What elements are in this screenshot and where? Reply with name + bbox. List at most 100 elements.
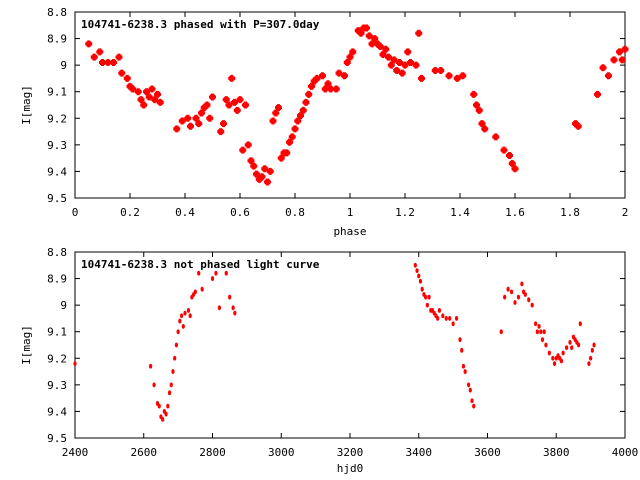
phased-data-point bbox=[143, 88, 150, 96]
phased-data-point bbox=[437, 66, 445, 74]
phased-data-point bbox=[178, 117, 186, 125]
phased-data-point bbox=[349, 48, 357, 56]
unphased-data-point bbox=[454, 316, 459, 321]
phased-data-point bbox=[376, 43, 384, 51]
phased-data-point bbox=[610, 56, 618, 64]
phased-data-point bbox=[357, 29, 365, 37]
phased-y-tick-label: 9 bbox=[60, 59, 67, 72]
phased-data-point bbox=[343, 58, 351, 66]
unphased-data-point bbox=[542, 329, 546, 335]
unphased-x-tick-label: 3400 bbox=[406, 446, 433, 459]
phased-data-point bbox=[431, 66, 439, 74]
phased-data-point bbox=[264, 178, 271, 186]
unphased-data-point bbox=[570, 345, 574, 351]
unphased-data-point bbox=[503, 294, 507, 300]
phased-data-point bbox=[233, 106, 241, 114]
phased-y-axis-label: I[mag] bbox=[20, 85, 33, 125]
unphased-data-point bbox=[516, 294, 521, 300]
phased-x-tick-label: 1.6 bbox=[505, 206, 525, 219]
phased-data-point bbox=[272, 109, 280, 117]
unphased-data-point bbox=[169, 382, 173, 388]
unphased-data-point bbox=[413, 262, 417, 268]
unphased-data-point bbox=[73, 361, 77, 366]
unphased-x-tick-label: 2400 bbox=[62, 446, 89, 459]
unphased-y-tick-label: 8.9 bbox=[47, 273, 67, 286]
phased-data-point bbox=[481, 125, 489, 133]
phased-data-point bbox=[288, 133, 296, 141]
phased-data-point bbox=[206, 114, 214, 122]
phased-data-point bbox=[184, 114, 192, 122]
unphased-data-point bbox=[561, 350, 565, 356]
phased-data-point bbox=[123, 74, 131, 82]
phased-data-point bbox=[269, 117, 277, 125]
phased-data-point bbox=[313, 74, 321, 82]
unphased-data-point bbox=[415, 268, 419, 273]
unphased-data-point bbox=[186, 308, 191, 313]
phased-data-point bbox=[244, 141, 252, 149]
unphased-data-point bbox=[468, 387, 472, 393]
unphased-data-point bbox=[590, 347, 594, 353]
phased-data-point bbox=[396, 58, 403, 66]
unphased-data-point bbox=[472, 403, 476, 409]
phased-data-point bbox=[418, 74, 425, 82]
unphased-x-tick-label: 3200 bbox=[337, 446, 364, 459]
unphased-y-tick-label: 9.2 bbox=[47, 352, 67, 365]
unphased-data-point bbox=[568, 339, 572, 345]
phased-data-point bbox=[308, 82, 315, 90]
unphased-data-point bbox=[444, 316, 448, 321]
unphased-x-tick-label: 2800 bbox=[199, 446, 226, 459]
phased-data-point bbox=[140, 101, 148, 109]
phased-x-tick-label: 0.4 bbox=[175, 206, 195, 219]
phased-data-point bbox=[209, 93, 216, 101]
phased-data-point bbox=[492, 133, 500, 141]
unphased-data-point bbox=[217, 305, 221, 311]
unphased-data-point bbox=[174, 342, 179, 348]
phased-data-point bbox=[283, 149, 291, 157]
phased-data-point bbox=[379, 51, 387, 59]
phased-data-point bbox=[407, 58, 414, 66]
phased-data-point bbox=[129, 85, 137, 93]
phased-data-point bbox=[291, 125, 299, 133]
phased-data-point bbox=[319, 72, 326, 80]
unphased-legend-title: 104741-6238.3 not phased light curve bbox=[81, 258, 320, 271]
phased-data-point bbox=[346, 53, 354, 61]
unphased-data-point bbox=[470, 398, 474, 404]
unphased-data-point bbox=[417, 273, 421, 279]
unphased-data-point bbox=[544, 342, 548, 348]
unphased-data-point bbox=[539, 329, 543, 335]
phased-data-point bbox=[324, 80, 332, 88]
unphased-data-point bbox=[418, 278, 423, 284]
unphased-data-point bbox=[425, 302, 429, 308]
phased-data-point bbox=[294, 117, 302, 125]
unphased-data-point bbox=[183, 310, 187, 316]
unphased-data-point bbox=[173, 355, 177, 361]
unphased-data-point bbox=[564, 345, 569, 351]
unphased-data-point bbox=[551, 355, 555, 361]
unphased-x-axis-label: hjd0 bbox=[337, 462, 364, 475]
phased-data-point bbox=[110, 58, 117, 66]
unphased-data-point bbox=[589, 355, 593, 361]
unphased-data-point bbox=[448, 316, 452, 321]
unphased-data-point bbox=[537, 324, 541, 329]
unphased-data-point bbox=[214, 270, 218, 276]
phased-panel: 0 0.2 0.4 0.6 0.8 1 1.2 1.4 1.6 1.8 2 8.8 8.9 9 9.1 9.2… bbox=[20, 6, 629, 238]
unphased-data-point bbox=[547, 350, 551, 356]
unphased-data-point bbox=[176, 329, 180, 335]
phased-data-point bbox=[335, 69, 343, 77]
phased-data-point bbox=[236, 96, 244, 104]
phased-data-point bbox=[445, 72, 453, 80]
phased-data-point bbox=[266, 167, 274, 175]
phased-data-point bbox=[275, 104, 282, 112]
phased-data-point bbox=[305, 90, 313, 98]
phased-data-point bbox=[511, 165, 519, 173]
unphased-x-tick-label: 2600 bbox=[131, 446, 158, 459]
unphased-data-point bbox=[197, 270, 201, 276]
phased-data-point bbox=[104, 58, 112, 66]
unphased-data-point bbox=[530, 302, 534, 308]
phased-data-point bbox=[332, 85, 340, 93]
phased-data-point bbox=[203, 101, 211, 109]
phased-data-point bbox=[151, 96, 159, 104]
phased-data-point bbox=[508, 159, 516, 167]
unphased-x-tick-label: 3000 bbox=[268, 446, 295, 459]
unphased-data-point bbox=[437, 308, 441, 313]
